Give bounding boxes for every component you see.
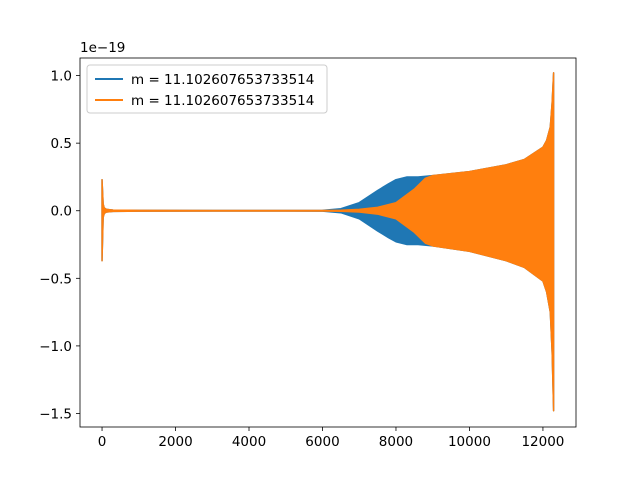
- legend: m = 11.102607653733514 m = 11.10260765373…: [86, 64, 328, 114]
- y-tick-label: −1.5: [39, 406, 72, 422]
- y-tick-label: −0.5: [39, 271, 72, 287]
- legend-label-1: m = 11.102607653733514: [131, 72, 314, 88]
- series-layer: [101, 72, 555, 412]
- x-tick-label: 0: [98, 434, 107, 450]
- y-tick-label: 0.0: [51, 204, 72, 220]
- x-tick-label: 10000: [448, 434, 491, 450]
- x-tick-label: 6000: [305, 434, 339, 450]
- x-tick-label: 4000: [232, 434, 266, 450]
- plot-frame: [79, 57, 577, 428]
- x-axis: 0 2000 4000 6000 8000 10000 12000: [98, 427, 564, 450]
- series-band-2: [101, 72, 555, 412]
- legend-label-2: m = 11.102607653733514: [131, 93, 314, 109]
- y-tick-label: 1.0: [51, 69, 72, 85]
- x-tick-label: 12000: [521, 434, 564, 450]
- y-tick-label: −1.0: [39, 339, 72, 355]
- y-offset-label: 1e−19: [80, 40, 125, 56]
- legend-box: [86, 64, 328, 114]
- y-tick-label: 0.5: [51, 136, 72, 152]
- x-tick-label: 2000: [158, 434, 192, 450]
- x-tick-label: 8000: [379, 434, 413, 450]
- y-axis: −1.5 −1.0 −0.5 0.0 0.5 1.0: [39, 69, 80, 422]
